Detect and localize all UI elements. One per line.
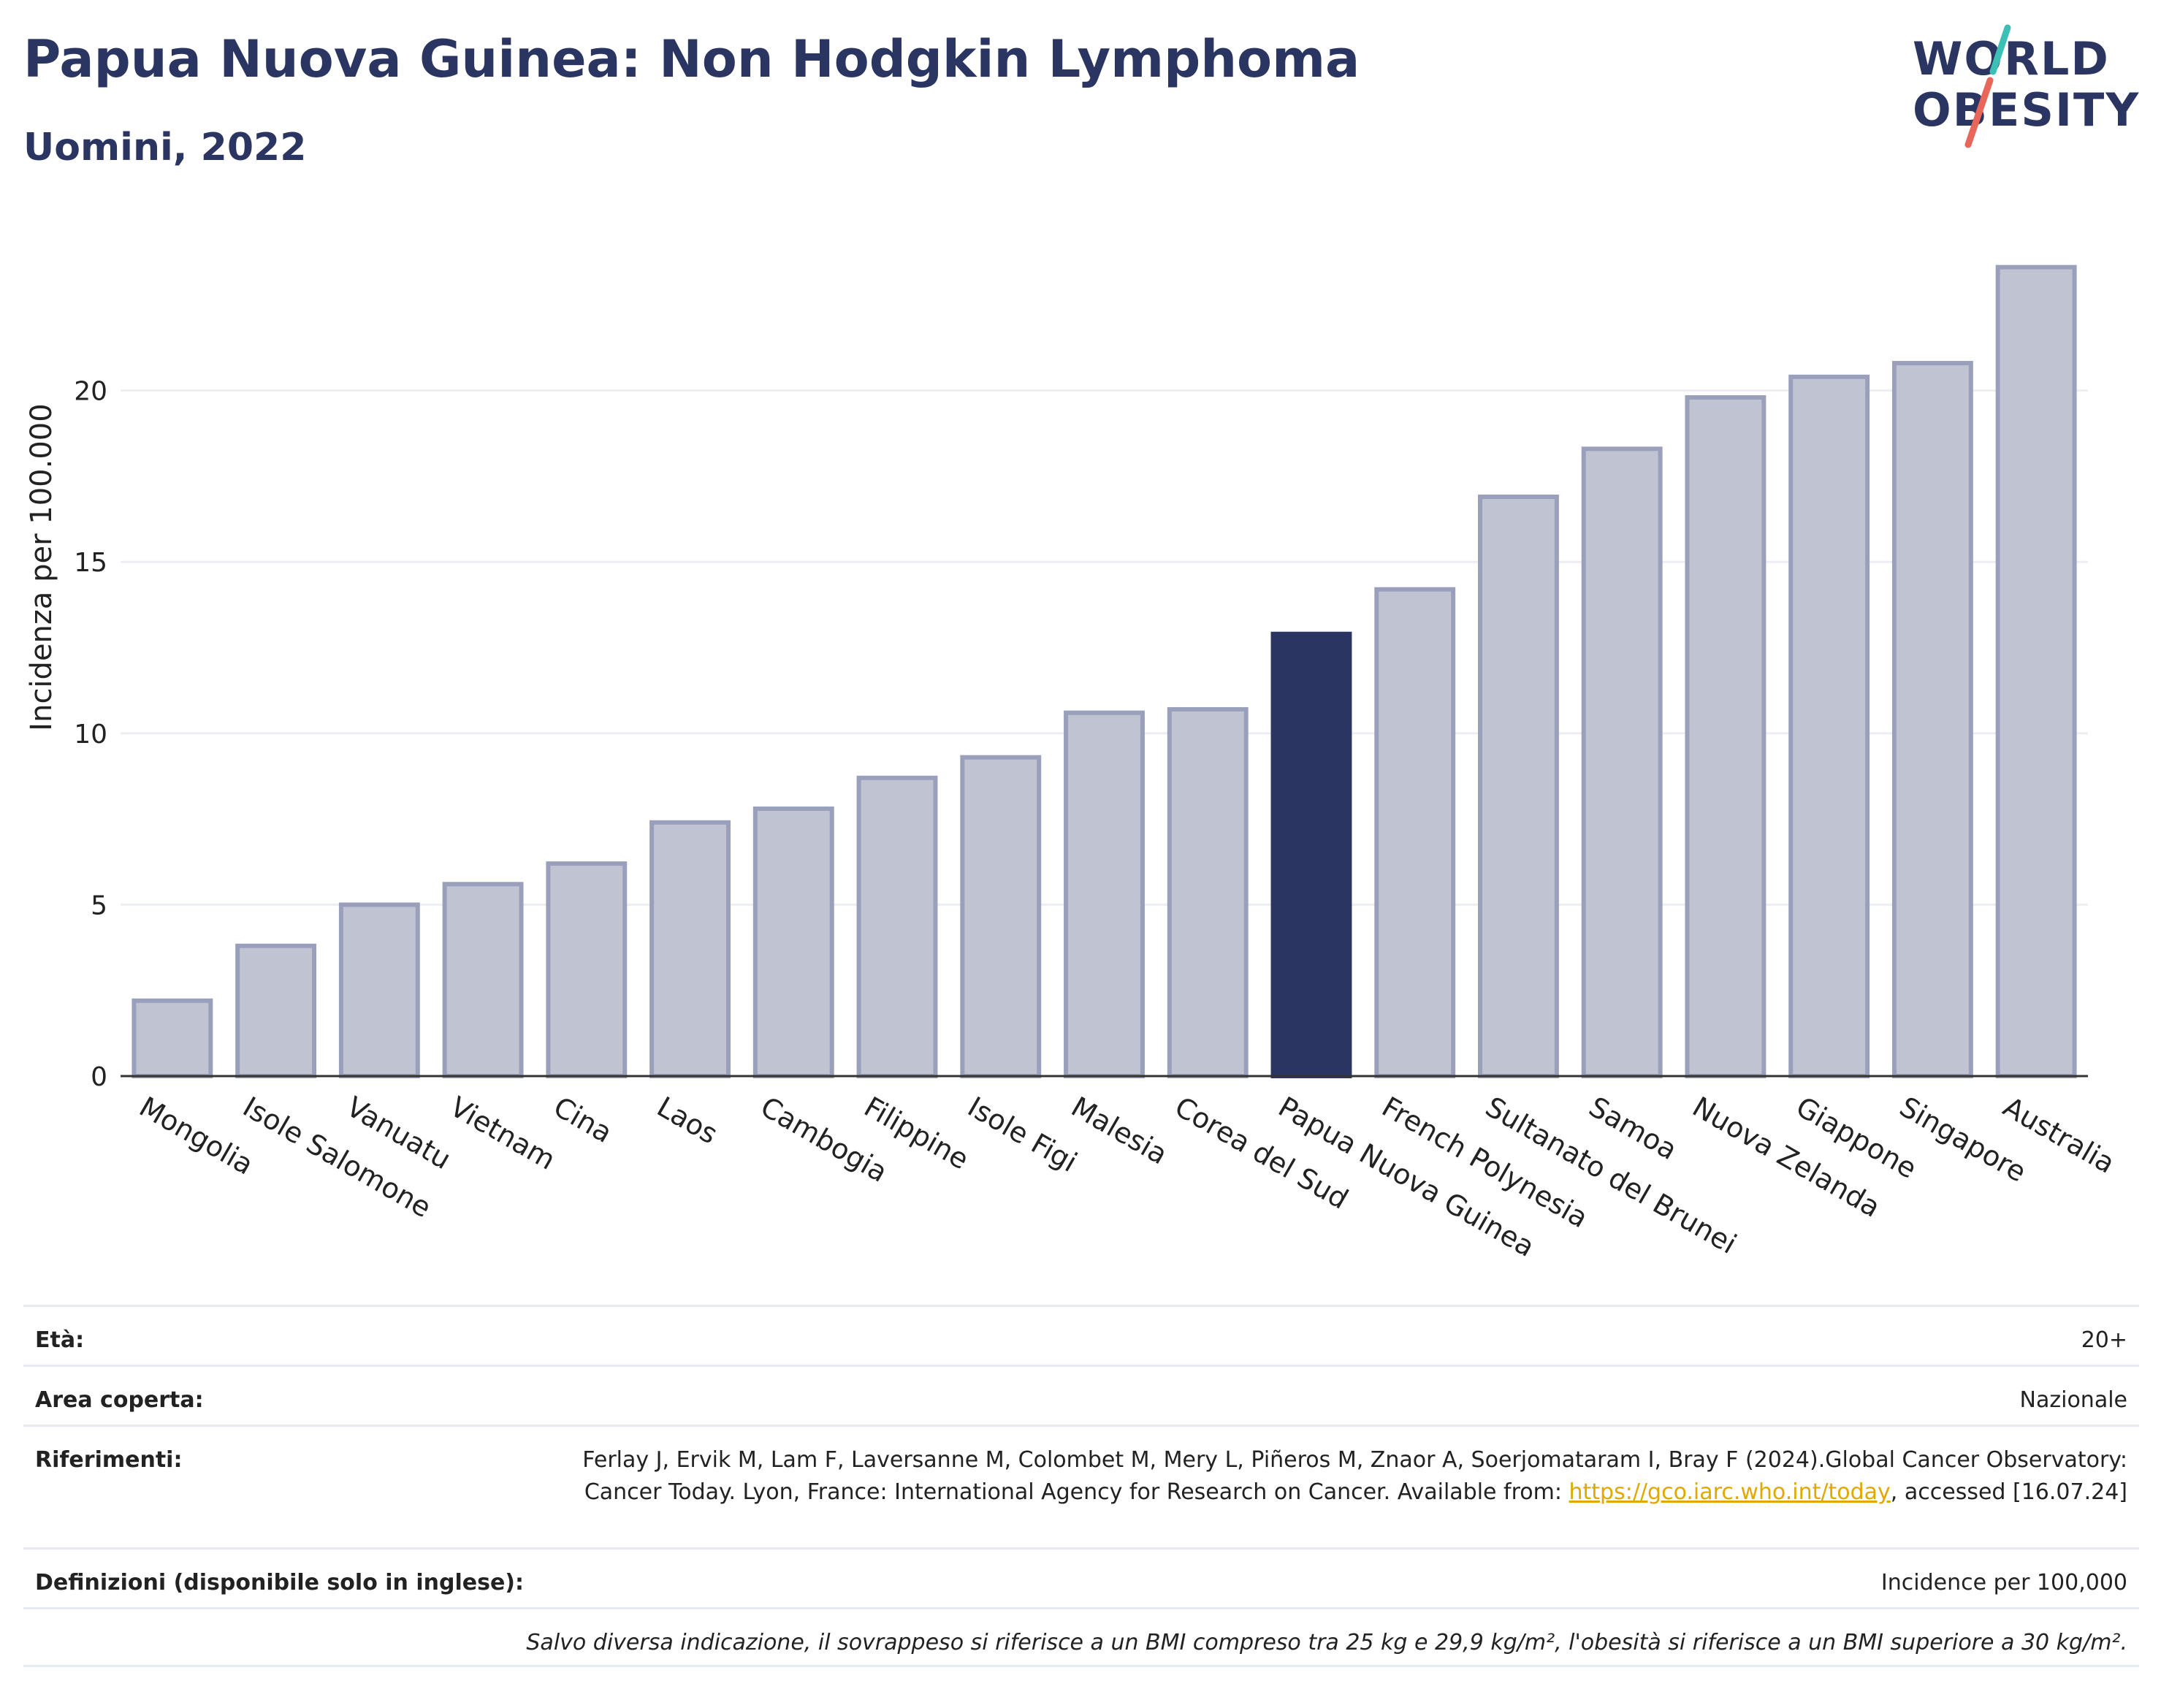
bar: [856, 775, 938, 1079]
bar: [1788, 374, 1870, 1079]
bar: [1685, 394, 1766, 1078]
y-axis-title: Incidenza per 100.000: [25, 403, 58, 731]
x-tick-label: Corea del Sud: [1170, 1091, 1354, 1216]
references-link[interactable]: https://gco.iarc.who.int/today: [1569, 1479, 1891, 1505]
bar: [1064, 710, 1145, 1078]
definitions-value: Incidence per 100,000: [1880, 1570, 2127, 1595]
bar: [1167, 706, 1249, 1078]
y-tick-label: 20: [74, 377, 107, 407]
bars: [132, 264, 2077, 1079]
x-tick-label: Isole Figi: [962, 1091, 1083, 1178]
meta-row-age: Età: 20+: [23, 1305, 2139, 1365]
bar: [1581, 446, 1663, 1078]
bar: [442, 882, 524, 1078]
page-title: Papua Nuova Guinea: Non Hodgkin Lymphoma: [23, 29, 1360, 89]
y-tick-label: 0: [91, 1062, 107, 1092]
meta-row-area: Area coperta: Nazionale: [23, 1365, 2139, 1425]
bar-highlight: [1270, 631, 1352, 1078]
age-value: 20+: [2081, 1327, 2127, 1353]
x-tick-label: Laos: [652, 1091, 723, 1151]
meta-row-footnote: Salvo diversa indicazione, il sovrappeso…: [23, 1607, 2139, 1667]
x-tick-label: Isole Salomone: [237, 1091, 436, 1224]
bar: [1995, 264, 2077, 1079]
meta-row-references: Riferimenti: Ferlay J, Ervik M, Lam F, L…: [23, 1425, 2139, 1547]
bar: [338, 902, 420, 1079]
bar: [752, 807, 834, 1078]
y-tick-label: 15: [74, 548, 107, 578]
x-tick-label: Cina: [548, 1091, 617, 1149]
logo-slash-icon: [1964, 24, 2011, 148]
references-label: Riferimenti:: [35, 1447, 183, 1473]
x-tick-label: Malesia: [1066, 1091, 1173, 1171]
x-tick-label: Vietnam: [445, 1091, 561, 1176]
bar: [546, 861, 628, 1078]
bar: [960, 755, 1042, 1078]
metadata-table: Età: 20+ Area coperta: Nazionale Riferim…: [23, 1305, 2139, 1667]
x-tick-label: Mongolia: [134, 1091, 259, 1181]
bar: [1891, 361, 1973, 1078]
y-tick-label: 10: [74, 720, 107, 750]
world-obesity-logo: WORLD OBESITY: [1899, 20, 2141, 159]
bar: [1374, 587, 1456, 1078]
bar: [1478, 495, 1559, 1078]
references-text: Ferlay J, Ervik M, Lam F, Laversanne M, …: [520, 1444, 2127, 1509]
area-value: Nazionale: [2019, 1387, 2127, 1413]
logo-line-2: OBESITY: [1913, 83, 2141, 137]
references-suffix: , accessed [16.07.24]: [1890, 1479, 2127, 1505]
bar: [235, 943, 317, 1078]
y-tick-label: 5: [91, 891, 107, 920]
area-label: Area coperta:: [35, 1387, 204, 1413]
x-tick-label: Nuova Zelanda: [1687, 1091, 1886, 1224]
bar: [649, 820, 731, 1078]
references-body: Ferlay J, Ervik M, Lam F, Laversanne M, …: [582, 1447, 2127, 1505]
footnote-text: Salvo diversa indicazione, il sovrappeso…: [526, 1630, 2127, 1655]
meta-row-definitions: Definizioni (disponibile solo in inglese…: [23, 1547, 2139, 1607]
age-label: Età:: [35, 1327, 85, 1353]
definitions-label: Definizioni (disponibile solo in inglese…: [35, 1570, 524, 1595]
logo-line-1: WORLD: [1913, 32, 2110, 85]
page-subtitle: Uomini, 2022: [23, 126, 307, 169]
y-axis-ticks: 0 5 10 15 20: [74, 377, 107, 1092]
bar: [132, 998, 213, 1078]
